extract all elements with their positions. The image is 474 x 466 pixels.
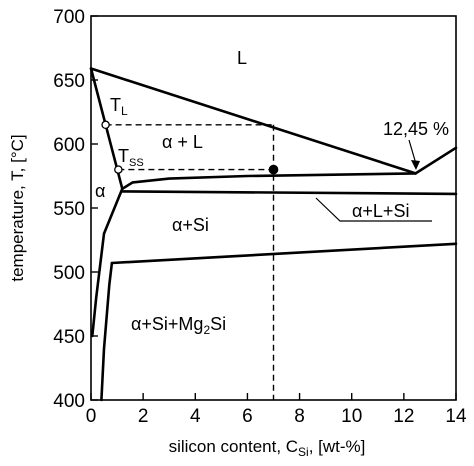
alpha-liquid-si-leader <box>315 197 432 222</box>
label-alpha: α <box>95 181 105 201</box>
x-axis-title: silicon content, CSi, [wt-%] <box>169 437 366 459</box>
label-liquid: L <box>237 48 247 68</box>
x-axis-title-main: silicon content, C <box>169 437 298 456</box>
plot-area <box>89 67 458 402</box>
x-tick-label-0: 0 <box>86 406 97 427</box>
open-point-1 <box>101 120 110 130</box>
y-tick-label-0: 400 <box>53 391 85 412</box>
phase-line-5 <box>121 190 458 196</box>
label-liquidus-main: T <box>110 95 121 115</box>
y-axis-ticks: 400 450 500 550 600 650 700 <box>53 7 98 412</box>
x-tick-label-1: 2 <box>138 406 149 427</box>
y-tick-label-2: 500 <box>53 263 85 284</box>
label-alpha-plus-si: α+Si <box>172 215 209 235</box>
label-eutectic: 12,45 % <box>383 119 449 139</box>
x-tick-label-6: 12 <box>393 406 414 427</box>
open-point-2 <box>114 165 123 174</box>
label-alpha-si-mg2si: α+Si+Mg2Si <box>131 314 226 337</box>
label-alpha-si-mg-part: α+Si+Mg <box>131 314 203 334</box>
label-si-part: Si <box>210 314 226 334</box>
filled-point-3 <box>268 164 279 175</box>
label-solidus-main: T <box>118 146 129 166</box>
label-mg2-subscript: 2 <box>203 323 210 337</box>
label-solidus-temp: TSS <box>118 146 144 169</box>
y-tick-label-1: 450 <box>53 327 85 348</box>
phase-line-6 <box>91 187 124 338</box>
x-tick-label-4: 8 <box>294 406 305 427</box>
eutectic-arrow <box>408 139 417 165</box>
y-axis-title: temperature, T, [°C] <box>8 134 27 281</box>
y-tick-label-4: 600 <box>53 135 85 156</box>
phase-line-4 <box>121 172 417 191</box>
phase-line-1 <box>89 67 417 175</box>
eutectic-arrowhead <box>411 160 420 170</box>
x-tick-label-3: 6 <box>242 406 253 427</box>
label-alpha-plus-liquid: α + L <box>162 132 203 152</box>
x-axis-title-sub: Si <box>298 445 309 459</box>
label-liquidus-sub: L <box>121 104 128 118</box>
phase-line-2 <box>414 146 458 175</box>
x-tick-label-7: 14 <box>445 406 467 427</box>
phase-line-7 <box>100 261 114 402</box>
x-tick-label-5: 10 <box>341 406 362 427</box>
y-tick-label-6: 700 <box>53 7 85 28</box>
phase-line-8 <box>110 242 458 265</box>
label-liquidus-temp: TL <box>110 95 128 118</box>
phase-boundaries <box>89 67 458 402</box>
x-axis-title-units: , [wt-%] <box>309 437 366 456</box>
label-alpha-liquid-si: α+L+Si <box>352 201 409 221</box>
x-axis-ticks: 0 2 4 6 8 10 12 14 <box>86 393 467 427</box>
x-tick-label-2: 4 <box>190 406 201 427</box>
y-tick-label-3: 550 <box>53 199 85 220</box>
y-tick-label-5: 650 <box>53 71 85 92</box>
marker-points <box>101 120 279 175</box>
label-solidus-sub: SS <box>129 157 144 169</box>
